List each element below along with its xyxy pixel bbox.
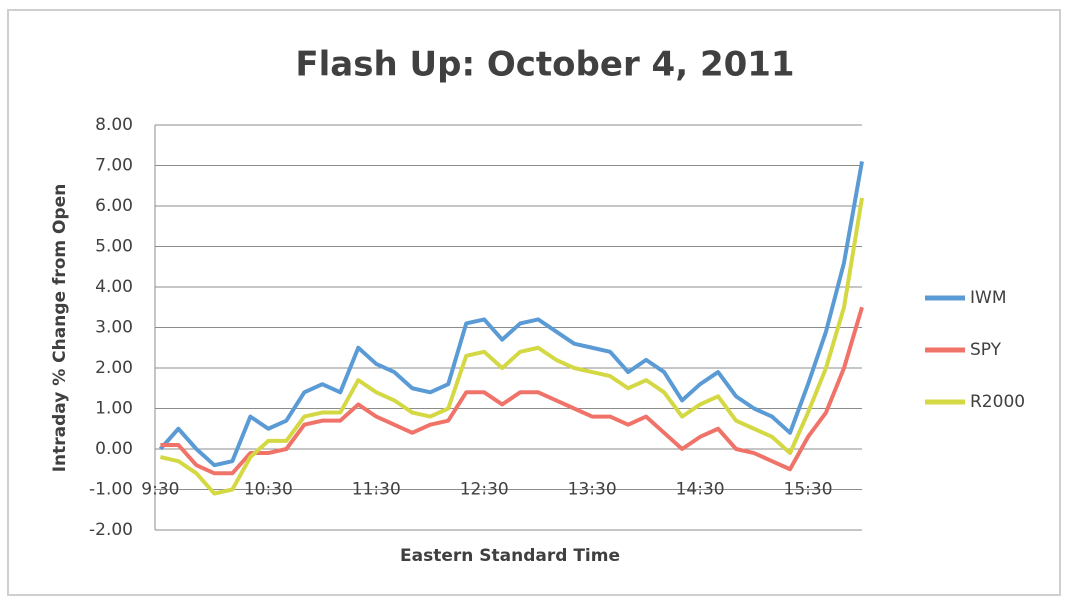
legend-label: IWM: [970, 288, 1007, 308]
y-tick-label: -2.00: [89, 520, 133, 540]
series-line: [160, 306, 864, 476]
legend-label: R2000: [970, 392, 1025, 412]
x-tick-label: 15:30: [784, 480, 833, 500]
y-tick-label: 0.00: [95, 439, 133, 459]
y-tick-label: 3.00: [95, 318, 133, 338]
chart-title: Flash Up: October 4, 2011: [295, 45, 794, 85]
series-line: [158, 161, 864, 468]
legend-label: SPY: [970, 340, 1002, 360]
x-tick-label: 12:30: [460, 480, 509, 500]
series-line: [159, 197, 864, 496]
y-tick-label: 5.00: [95, 237, 133, 257]
x-tick-label: 9:30: [141, 480, 179, 500]
y-tick-label: 8.00: [95, 115, 133, 135]
chart-frame: [7, 9, 1061, 596]
y-tick-label: 7.00: [95, 156, 133, 176]
y-tick-label: 2.00: [95, 358, 133, 378]
x-tick-label: 11:30: [352, 480, 401, 500]
x-tick-label: 13:30: [568, 480, 617, 500]
y-tick-label: 4.00: [95, 277, 133, 297]
y-tick-label: -1.00: [89, 480, 133, 500]
x-tick-label: 14:30: [676, 480, 725, 500]
y-tick-label: 6.00: [95, 196, 133, 216]
x-axis-label: Eastern Standard Time: [400, 546, 620, 566]
x-tick-label: 10:30: [244, 480, 293, 500]
y-tick-label: 1.00: [95, 399, 133, 419]
y-axis-label: Intraday % Change from Open: [50, 184, 70, 473]
